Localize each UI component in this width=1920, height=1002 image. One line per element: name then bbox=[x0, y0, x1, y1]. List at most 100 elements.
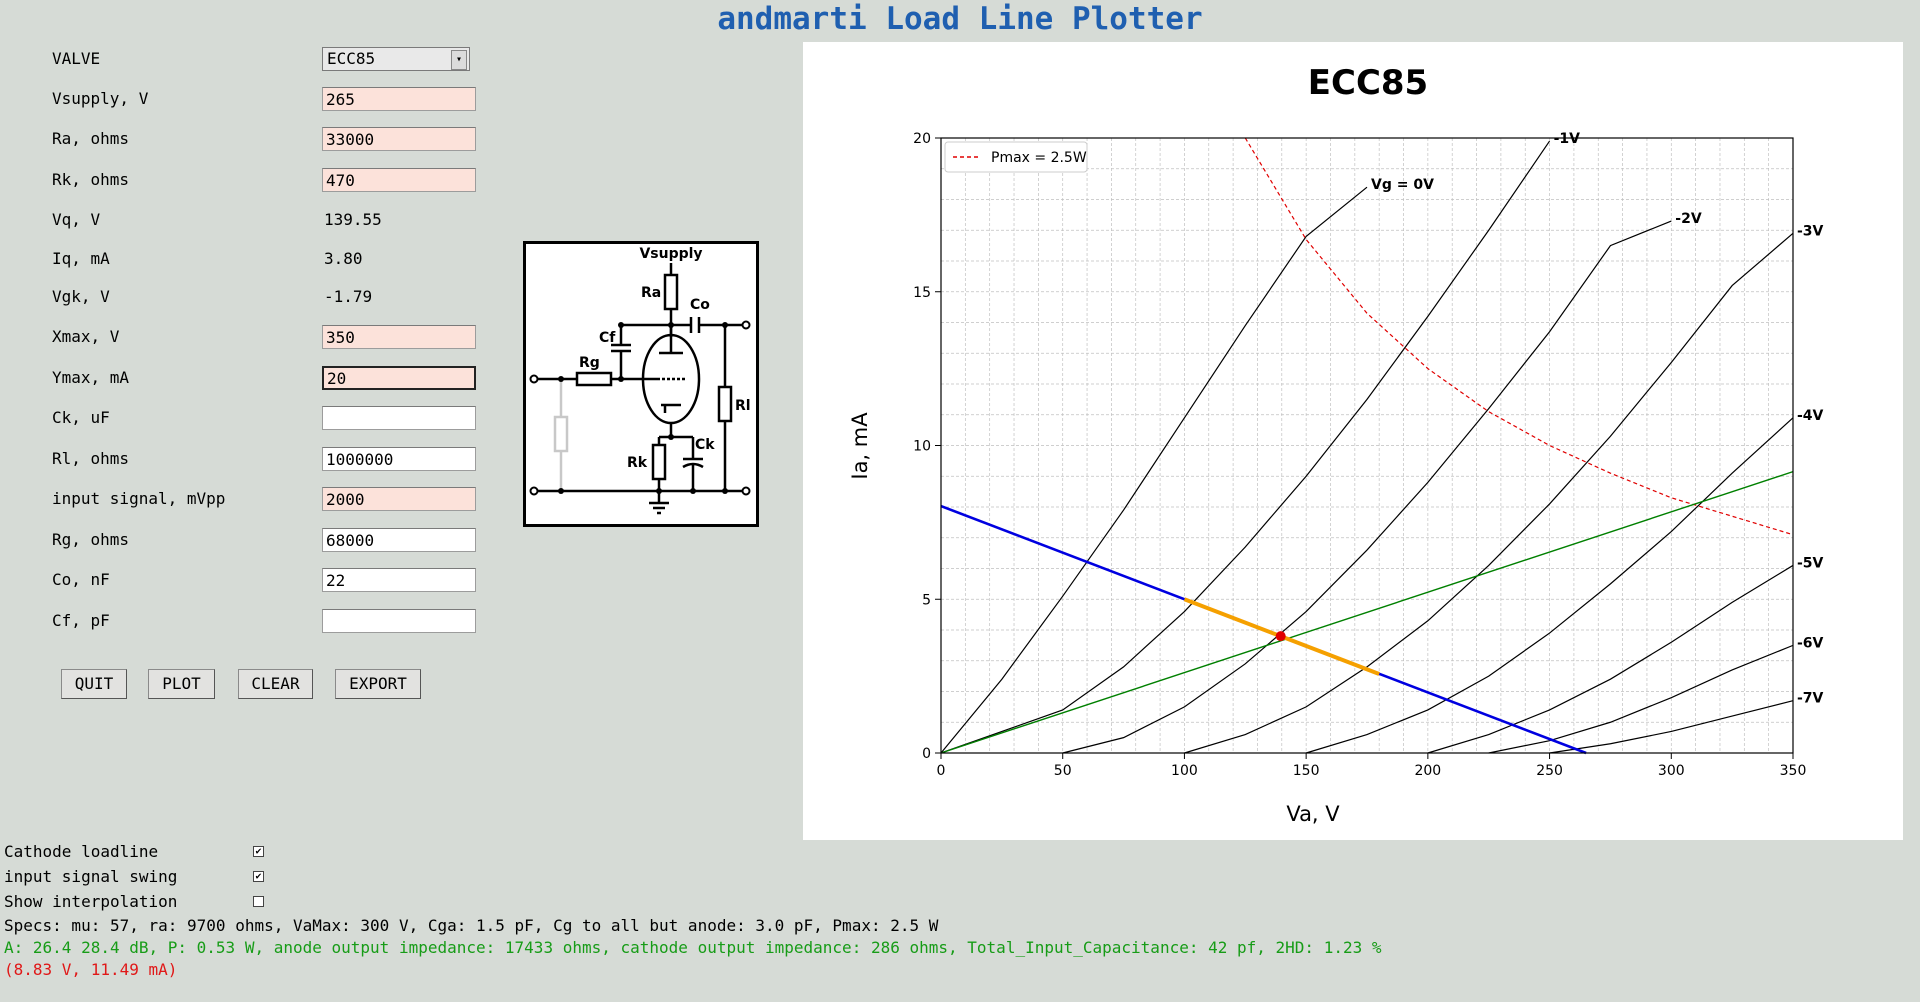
schematic-label-vsupply: Vsupply bbox=[639, 246, 702, 262]
param-label: Vq, V bbox=[52, 210, 101, 229]
q-point bbox=[1275, 631, 1286, 642]
y-tick-label: 5 bbox=[922, 592, 931, 608]
vq-v-value: 139.55 bbox=[324, 210, 382, 229]
param-row-ra-ohms: Ra, ohms bbox=[52, 125, 480, 153]
x-tick-label: 50 bbox=[1054, 763, 1072, 779]
cf-pf-input[interactable] bbox=[322, 609, 476, 633]
param-label: Iq, mA bbox=[52, 249, 110, 268]
ymax-ma-input[interactable] bbox=[322, 366, 476, 390]
export-button[interactable]: EXPORT bbox=[335, 669, 421, 699]
x-tick-label: 100 bbox=[1171, 763, 1198, 779]
param-row-rl-ohms: Rl, ohms bbox=[52, 445, 480, 473]
rl-ohms-input[interactable] bbox=[322, 447, 476, 471]
dropdown-arrow-icon[interactable]: ▾ bbox=[451, 50, 467, 70]
curve-line bbox=[1427, 564, 1794, 754]
param-label: Ra, ohms bbox=[52, 129, 130, 148]
curve-line bbox=[1305, 417, 1794, 754]
results-text: A: 26.4 28.4 dB, P: 0.53 W, anode output… bbox=[4, 938, 1382, 957]
param-label: Co, nF bbox=[52, 570, 110, 589]
ck-uf-input[interactable] bbox=[322, 406, 476, 430]
param-label: Vgk, V bbox=[52, 287, 110, 306]
curve-line bbox=[1488, 644, 1794, 754]
x-tick-label: 300 bbox=[1658, 763, 1685, 779]
param-label: Xmax, V bbox=[52, 327, 120, 346]
curve-label: Vg = 0V bbox=[1371, 177, 1434, 193]
ra-ohms-input[interactable] bbox=[322, 127, 476, 151]
valve-select[interactable]: ECC85 ▾ bbox=[322, 47, 470, 71]
param-row-ymax-ma: Ymax, mA bbox=[52, 364, 480, 392]
vgk-v-value: -1.79 bbox=[324, 287, 373, 306]
option-label: input signal swing bbox=[4, 867, 178, 886]
input-signal-swing-checkbox[interactable]: ✔ bbox=[253, 871, 264, 882]
schematic-label-rl: Rl bbox=[735, 398, 751, 414]
xmax-v-input[interactable] bbox=[322, 325, 476, 349]
param-row-rk-ohms: Rk, ohms bbox=[52, 166, 480, 194]
curve-label: -6V bbox=[1797, 635, 1824, 651]
param-row-valve: VALVE ECC85 ▾ bbox=[52, 45, 480, 73]
y-tick-label: 0 bbox=[922, 746, 931, 762]
curve-label: -2V bbox=[1675, 211, 1702, 227]
x-axis-label: Va, V bbox=[1286, 802, 1340, 826]
option-label: Cathode loadline bbox=[4, 842, 159, 861]
option-cathode-loadline: Cathode loadline ✔ bbox=[4, 841, 274, 863]
option-input-signal-swing: input signal swing ✔ bbox=[4, 866, 274, 888]
chart-title: ECC85 bbox=[1308, 63, 1428, 103]
param-label: Rk, ohms bbox=[52, 170, 130, 189]
x-tick-label: 350 bbox=[1780, 763, 1807, 779]
schematic-label-rg: Rg bbox=[579, 355, 600, 371]
load-line-chart: ECC85 Va, V Ia, mA Vg = 0V -1V -2V -3V -4V -5… bbox=[848, 63, 1824, 826]
param-row-vq-v: Vq, V 139.55 bbox=[52, 206, 480, 234]
x-tick-label: 200 bbox=[1414, 763, 1441, 779]
curve-line bbox=[1549, 700, 1794, 754]
quit-button[interactable]: QUIT bbox=[61, 669, 127, 699]
vsupply-v-input[interactable] bbox=[322, 87, 476, 111]
y-tick-label: 10 bbox=[913, 439, 931, 455]
param-row-input-signal-mvpp: input signal, mVpp bbox=[52, 485, 480, 513]
x-tick-label: 0 bbox=[937, 763, 946, 779]
pmax-curve bbox=[1244, 137, 1794, 536]
x-tick-label: 150 bbox=[1293, 763, 1320, 779]
circuit-schematic: Vsupply Ra Co Cf Rg Rl Rk Ck bbox=[523, 241, 759, 527]
param-label: Rg, ohms bbox=[52, 530, 130, 549]
y-tick-label: 20 bbox=[913, 131, 931, 147]
clear-button[interactable]: CLEAR bbox=[238, 669, 313, 699]
plot-panel: ECC85 Va, V Ia, mA Vg = 0V -1V -2V -3V -4V -5… bbox=[803, 42, 1903, 840]
specs-text: Specs: mu: 57, ra: 9700 ohms, VaMax: 300… bbox=[4, 916, 939, 935]
show-interpolation-checkbox[interactable] bbox=[253, 896, 264, 907]
y-axis-label: Ia, mA bbox=[848, 412, 872, 480]
input-signal-mvpp-input[interactable] bbox=[322, 487, 476, 511]
schematic-label-rk: Rk bbox=[627, 455, 648, 471]
legend-entry-pmax: Pmax = 2.5W bbox=[991, 150, 1087, 166]
cathode-loadline-checkbox[interactable]: ✔ bbox=[253, 846, 264, 857]
rk-ohms-input[interactable] bbox=[322, 168, 476, 192]
curve-line bbox=[1184, 232, 1794, 754]
param-label: Cf, pF bbox=[52, 611, 110, 630]
param-row-cf-pf: Cf, pF bbox=[52, 607, 480, 635]
param-label: VALVE bbox=[52, 49, 101, 68]
x-tick-label: 250 bbox=[1536, 763, 1563, 779]
curve-line bbox=[1062, 220, 1672, 754]
schematic-label-co: Co bbox=[690, 297, 710, 313]
schematic-label-ra: Ra bbox=[641, 285, 661, 301]
param-label: Ck, uF bbox=[52, 408, 110, 427]
param-label: Rl, ohms bbox=[52, 449, 130, 468]
param-row-ck-uf: Ck, uF bbox=[52, 404, 480, 432]
cathode-loadline bbox=[940, 470, 1794, 754]
cursor-readout: (8.83 V, 11.49 mA) bbox=[4, 960, 178, 979]
curve-line bbox=[940, 186, 1368, 754]
schematic-label-ck: Ck bbox=[695, 437, 715, 453]
curve-label: -3V bbox=[1797, 223, 1824, 239]
rg-ohms-input[interactable] bbox=[322, 528, 476, 552]
curve-label: -7V bbox=[1797, 691, 1824, 707]
param-row-rg-ohms: Rg, ohms bbox=[52, 526, 480, 554]
plot-button[interactable]: PLOT bbox=[148, 669, 215, 699]
option-label: Show interpolation bbox=[4, 892, 178, 911]
curve-label: -5V bbox=[1797, 555, 1824, 571]
curve-label: -4V bbox=[1797, 408, 1824, 424]
param-row-xmax-v: Xmax, V bbox=[52, 323, 480, 351]
param-row-co-nf: Co, nF bbox=[52, 566, 480, 594]
option-show-interpolation: Show interpolation bbox=[4, 891, 274, 913]
co-nf-input[interactable] bbox=[322, 568, 476, 592]
param-label: Ymax, mA bbox=[52, 368, 130, 387]
app-title: andmarti Load Line Plotter bbox=[717, 1, 1203, 37]
